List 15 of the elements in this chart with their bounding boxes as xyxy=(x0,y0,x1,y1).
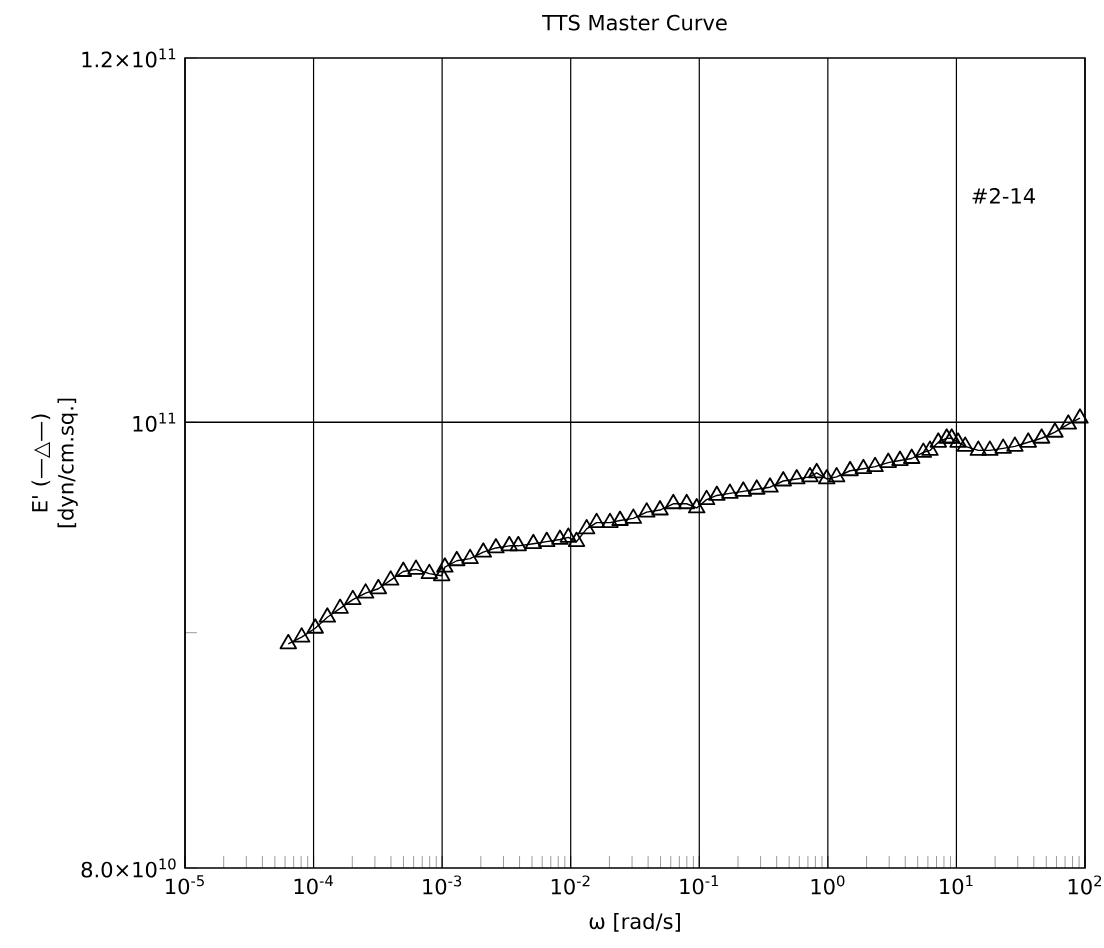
y-axis-title: E' (—△—) [dyn/cm.sq.] xyxy=(31,398,78,528)
y-tick-label: 10$^{11}$ xyxy=(133,412,176,432)
x-tick-label: 10$^{-4}$ xyxy=(294,875,333,895)
x-tick-label: 10$^{0}$ xyxy=(811,875,845,895)
x-tick-label: 10$^{-5}$ xyxy=(166,875,204,895)
y-tick-label: 1.2×10$^{11}$ xyxy=(82,48,176,68)
x-tick-label: 10$^{-2}$ xyxy=(551,875,590,895)
x-tick-label: 10$^{1}$ xyxy=(940,875,973,895)
x-axis-title: ω [rad/s] xyxy=(589,912,680,932)
x-tick-label: 10$^{-1}$ xyxy=(680,875,719,895)
chart-title: TTS Master Curve xyxy=(542,14,727,31)
y-tick-label: 8.0×10$^{10}$ xyxy=(81,858,176,878)
x-tick-label: 10$^{-3}$ xyxy=(423,875,462,895)
annotation: #2-14 xyxy=(972,187,1035,204)
x-tick-label: 10$^{2}$ xyxy=(1068,875,1102,895)
